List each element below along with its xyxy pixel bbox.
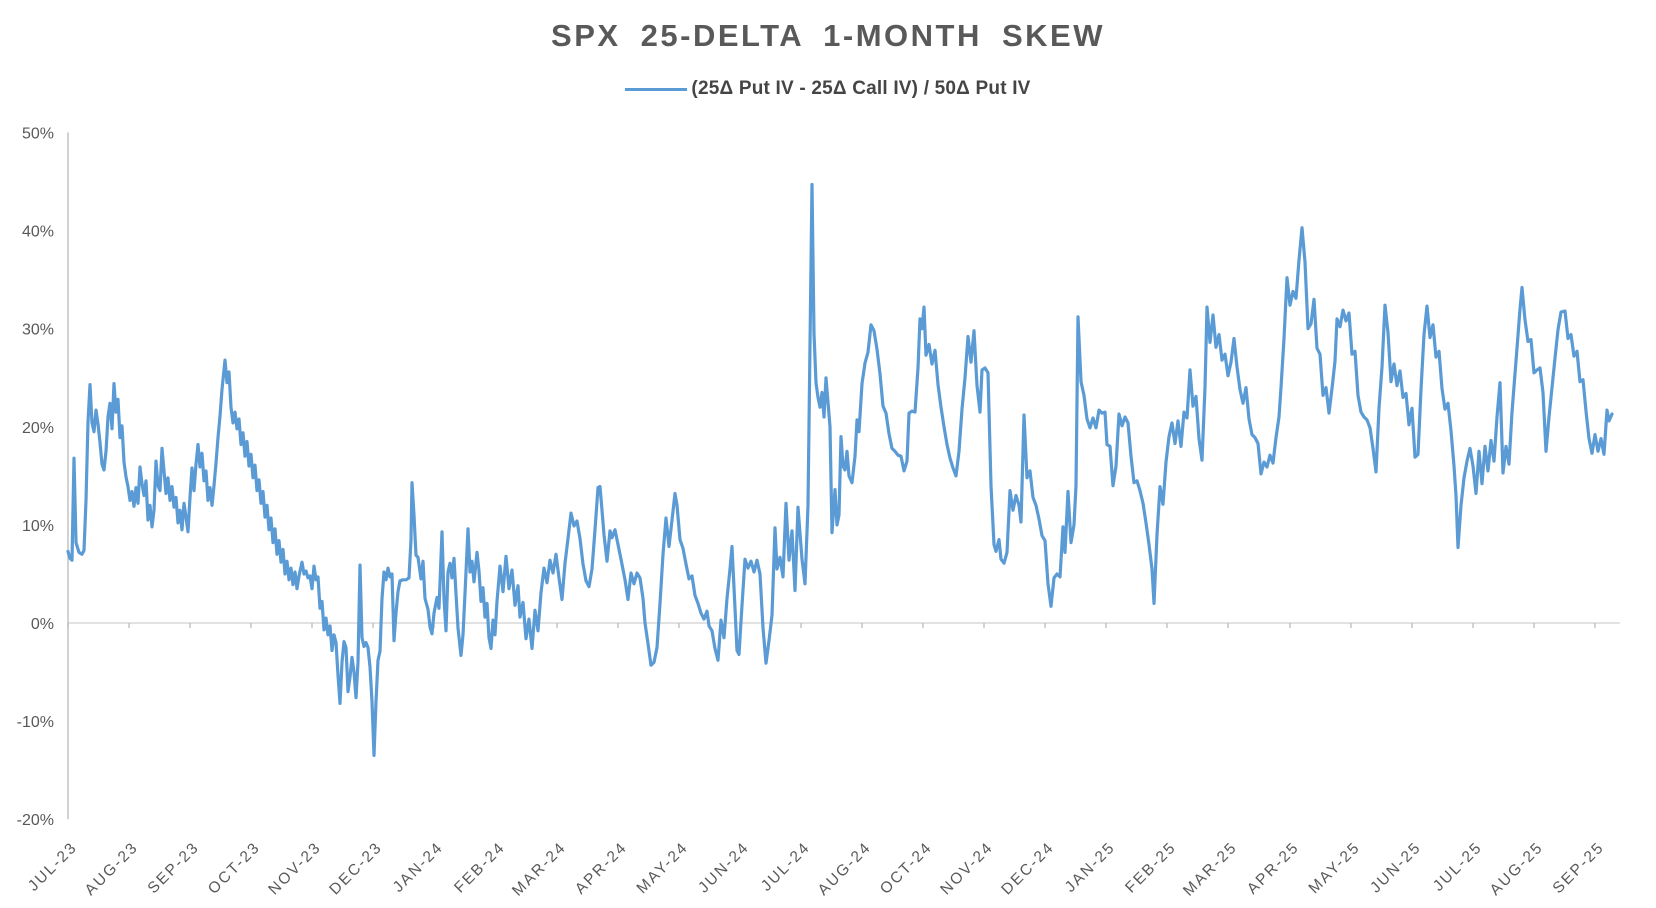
y-axis-label: 20% bbox=[22, 420, 54, 437]
x-axis-label: DEC-24 bbox=[998, 839, 1057, 898]
y-axis-label: 0% bbox=[31, 616, 54, 633]
y-axis-label: 10% bbox=[22, 518, 54, 535]
x-axis-label: MAY-25 bbox=[1306, 839, 1364, 897]
x-axis-label: JAN-24 bbox=[390, 839, 447, 896]
x-axis-label: MAR-24 bbox=[509, 839, 570, 900]
x-axis-label: NOV-24 bbox=[937, 839, 996, 898]
x-axis-label: APR-25 bbox=[1244, 839, 1303, 898]
x-axis-label: MAY-24 bbox=[634, 839, 692, 897]
x-axis-label: JAN-25 bbox=[1062, 839, 1119, 896]
chart-title: SPX 25-DELTA 1-MONTH SKEW bbox=[551, 18, 1105, 53]
y-axis-label: 40% bbox=[22, 224, 54, 241]
legend: (25Δ Put IV - 25Δ Call IV) / 50Δ Put IV bbox=[0, 76, 1656, 102]
legend-label: (25Δ Put IV - 25Δ Call IV) / 50Δ Put IV bbox=[691, 78, 1031, 99]
y-axis-label: -10% bbox=[17, 714, 54, 731]
x-axis-label: OCT-23 bbox=[205, 839, 264, 898]
x-axis-label: AUG-24 bbox=[815, 839, 875, 899]
x-axis-label: APR-24 bbox=[572, 839, 631, 898]
x-axis-label: AUG-25 bbox=[1487, 839, 1547, 899]
y-axis-label: -20% bbox=[17, 812, 54, 829]
x-axis-label: DEC-23 bbox=[326, 839, 385, 898]
y-axis-label: 30% bbox=[22, 322, 54, 339]
x-axis-label: FEB-24 bbox=[451, 839, 509, 897]
x-axis-label: JUL-23 bbox=[25, 839, 81, 895]
x-axis-label: JUN-25 bbox=[1367, 839, 1425, 897]
x-axis-label: JUL-25 bbox=[1430, 839, 1486, 895]
x-axis-label: NOV-23 bbox=[265, 839, 324, 898]
x-axis-label: SEP-25 bbox=[1550, 839, 1608, 897]
x-axis-label: MAR-25 bbox=[1180, 839, 1241, 900]
x-axis-label: SEP-23 bbox=[145, 839, 203, 897]
x-axis-label: FEB-25 bbox=[1122, 839, 1180, 897]
y-axis-label: 50% bbox=[22, 126, 54, 143]
series-line-skew bbox=[66, 182, 1614, 758]
x-axis-label: JUN-24 bbox=[695, 839, 753, 897]
x-axis-label: OCT-24 bbox=[877, 839, 936, 898]
legend-line-swatch bbox=[625, 87, 688, 91]
x-axis-label: JUL-24 bbox=[758, 839, 814, 895]
x-axis-label: AUG-23 bbox=[82, 839, 142, 899]
